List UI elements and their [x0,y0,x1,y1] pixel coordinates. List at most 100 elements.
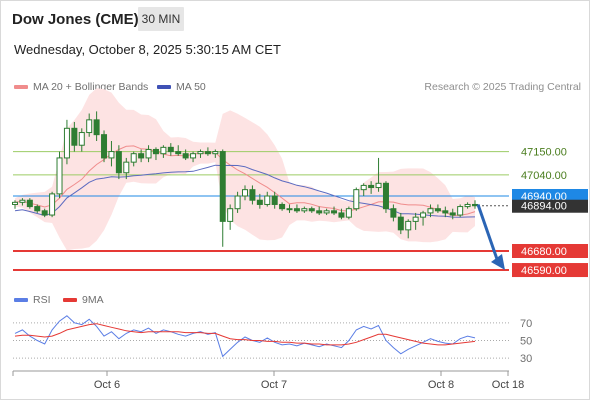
candle-body [427,208,434,214]
instrument-title: Dow Jones (CME) [12,11,139,28]
level-tag-s1 [512,244,588,258]
candle-body [449,212,456,216]
projection-arrow-shaft [476,203,500,263]
candle-body [197,151,204,155]
projection-arrow-head [491,254,505,271]
candle-body [204,151,211,155]
rsi-axis-tick: 70 [520,318,532,330]
candle-body [41,210,48,216]
candle-body [212,151,219,155]
candle-body [420,212,427,218]
candle-body [49,193,56,216]
candle-body [264,195,271,205]
analysis-datetime: Wednesday, October 8, 2025 5:30:15 AM CE… [14,42,281,57]
candle-body [345,208,352,218]
candle-body [130,153,137,163]
candle-body [331,210,338,214]
legend-rsi: RSI [14,294,51,306]
candle-body [175,151,182,155]
last-price-label: 46894.00 [521,201,567,213]
candle-body [101,134,108,159]
candle-body [368,184,375,189]
candle-body [375,182,382,189]
level-label-s2: 46590.00 [521,265,567,277]
candle-body [256,199,263,205]
level-label-s1: 46680.00 [521,246,567,258]
level-label-r1: 47040.00 [521,170,567,182]
rsi-ma-swatch [63,298,77,303]
candle-body [382,182,389,210]
candle-body [219,151,226,222]
candle-body [12,201,18,205]
candle-body [234,195,241,210]
candle-body [390,208,397,218]
candle-body [78,132,85,146]
candle-body [323,210,330,214]
candle-body [56,157,63,195]
candle-body [19,199,26,203]
candle-body [93,119,100,136]
candle-body [34,206,41,212]
candle-body [271,195,278,205]
candle-body [434,208,441,212]
x-axis-tick-label: Oct 6 [94,379,120,391]
ma20-legend-label: MA 20 + Bollinger Bands [33,81,149,93]
candle-body [286,208,293,211]
bollinger-band [15,88,475,251]
candle-body [26,199,33,208]
candle-body [182,153,189,159]
rsi-axis-tick: 50 [520,336,532,348]
level-tag-pivot [512,189,588,203]
candle-body [138,153,145,159]
x-axis-tick-label: Oct 8 [428,379,454,391]
legend-ma50: MA 50 [157,81,206,93]
research-credit: Research © 2025 Trading Central [424,81,581,93]
rsi-legend-label: RSI [33,294,51,306]
candle-body [71,127,78,146]
candle-body [242,189,248,197]
rsi-ma-line [14,323,476,346]
legend-ma20: MA 20 + Bollinger Bands [14,81,148,93]
rsi-ma-legend-label: 9MA [82,294,104,306]
last-price-tag [512,199,588,213]
candle-body [86,119,93,134]
ma20-swatch [14,85,28,90]
candle-body [190,153,197,159]
rsi-axis-tick: 30 [520,353,532,365]
level-label-r2: 47150.00 [521,147,567,159]
candle-body [353,189,360,210]
header-bar: Dow Jones (CME) 30 MIN [1,1,589,37]
candle-body [301,208,308,212]
rsi-swatch [14,298,28,303]
level-tag-s2 [512,263,588,278]
ma20-line [14,145,476,217]
candle-body [249,189,256,201]
candle-body [405,220,412,231]
candle-body [63,127,70,159]
candle-body [457,206,464,216]
candle-body [293,208,300,212]
candle-body [160,146,167,155]
x-axis-tick-label: Oct 18 [492,379,524,391]
timeframe-badge[interactable]: 30 MIN [138,7,184,31]
candle-body [115,151,122,174]
rsi-line [14,315,476,358]
candle-body [442,210,449,214]
candle-body [108,151,115,159]
ma50-legend-label: MA 50 [176,81,206,93]
candle-body [308,208,315,212]
candle-body [145,148,152,159]
candle-body [360,184,367,191]
candle-body [338,212,345,218]
legend-rsi-ma: 9MA [63,294,104,306]
candle-body [279,203,286,210]
candle-body [227,208,234,222]
candle-body [412,216,419,222]
candle-body [397,216,404,231]
candle-body [316,210,323,214]
candle-body [123,161,130,174]
ma50-line [14,164,476,218]
candle-body [152,148,159,155]
